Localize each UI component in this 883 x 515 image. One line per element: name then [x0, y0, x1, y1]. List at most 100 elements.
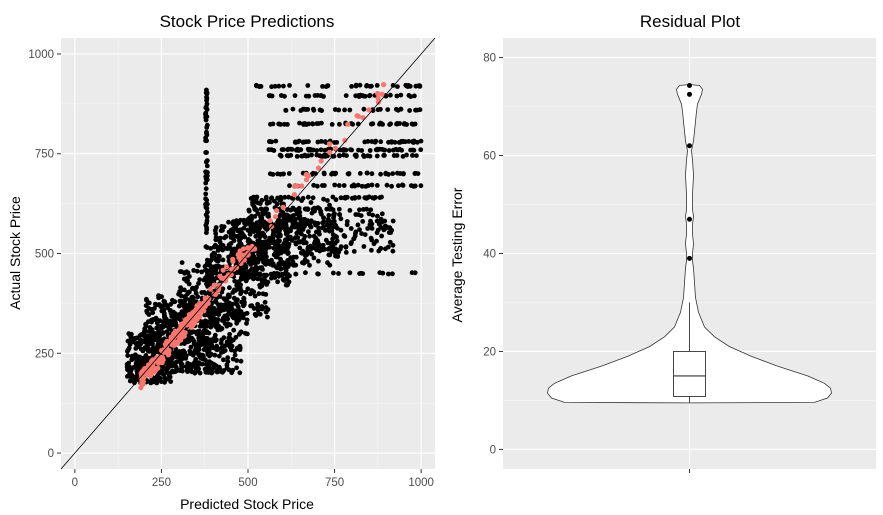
- scatter-point: [286, 213, 292, 219]
- scatter-point: [361, 244, 367, 249]
- scatter-point: [326, 224, 331, 229]
- scatter-point: [379, 233, 384, 239]
- scatter-point: [242, 311, 247, 317]
- scatter-point: [238, 358, 244, 364]
- scatter-point: [144, 296, 149, 302]
- scatter-point: [185, 369, 190, 374]
- scatter-point: [389, 183, 394, 189]
- scatter-point: [134, 335, 140, 341]
- scatter-point: [387, 239, 393, 245]
- scatter-highlight-point: [207, 286, 214, 292]
- y-tick-label: 500: [35, 249, 54, 261]
- scatter-point: [315, 139, 321, 145]
- scatter-point: [381, 147, 387, 153]
- scatter-point: [374, 153, 380, 159]
- scatter-point: [260, 280, 265, 285]
- scatter-point: [177, 298, 183, 304]
- scatter-point: [236, 331, 242, 337]
- scatter-chart: 0 250 500 750 1000 0 250 500 750 1000 Stock Pric…: [7, 12, 436, 512]
- scatter-point: [378, 216, 384, 222]
- x-tick-label: 750: [325, 477, 344, 489]
- scatter-point: [215, 346, 221, 352]
- scatter-point: [260, 230, 265, 236]
- scatter-point: [225, 306, 231, 312]
- scatter-point: [285, 272, 291, 277]
- scatter-point: [235, 297, 240, 303]
- scatter-point: [188, 351, 193, 356]
- scatter-point: [328, 240, 334, 246]
- scatter-point: [320, 220, 325, 226]
- scatter-point: [289, 147, 295, 152]
- scatter-point: [294, 147, 299, 153]
- scatter-point: [217, 254, 222, 259]
- scatter-highlight-point: [306, 173, 312, 179]
- scatter-point: [297, 120, 302, 126]
- x-tick-label: 1000: [408, 477, 434, 489]
- scatter-point: [257, 234, 263, 239]
- scatter-point: [174, 353, 180, 359]
- scatter-point: [219, 345, 225, 350]
- scatter-point: [349, 183, 355, 189]
- scatter-point: [321, 215, 326, 221]
- scatter-point: [320, 183, 325, 188]
- scatter-point: [266, 211, 271, 217]
- scatter-point: [323, 237, 329, 243]
- scatter-point: [172, 360, 178, 366]
- scatter-point: [229, 343, 235, 349]
- scatter-point: [353, 154, 359, 159]
- outlier-point: [687, 91, 692, 97]
- scatter-point: [237, 283, 243, 289]
- scatter-point: [262, 299, 268, 305]
- scatter-point: [321, 152, 327, 158]
- scatter-highlight-point: [161, 347, 167, 353]
- scatter-point: [268, 121, 273, 127]
- scatter-point: [247, 215, 252, 221]
- scatter-point: [344, 153, 349, 159]
- scatter-highlight-point: [167, 339, 173, 345]
- scatter-point: [182, 350, 188, 355]
- scatter-point: [316, 271, 321, 277]
- scatter-point: [212, 352, 218, 358]
- scatter-point: [223, 246, 229, 251]
- scatter-point: [252, 214, 258, 219]
- scatter-highlight-point: [180, 331, 186, 337]
- scatter-point: [395, 170, 400, 176]
- scatter-point: [364, 170, 370, 176]
- scatter-point: [308, 224, 314, 230]
- scatter-point: [311, 182, 317, 188]
- scatter-point: [349, 147, 354, 153]
- scatter-point: [234, 286, 240, 292]
- scatter-point: [336, 153, 342, 158]
- scatter-point: [229, 247, 235, 253]
- scatter-point: [225, 316, 231, 322]
- scatter-point: [386, 148, 392, 153]
- scatter-point: [219, 337, 225, 343]
- scatter-point: [255, 304, 261, 309]
- scatter-point: [357, 207, 362, 213]
- scatter-point: [375, 107, 381, 113]
- scatter-point: [414, 153, 419, 159]
- scatter-point: [167, 326, 173, 332]
- scatter-point: [410, 139, 415, 145]
- scatter-point: [367, 153, 373, 159]
- scatter-point: [205, 369, 211, 375]
- scatter-point: [290, 213, 296, 218]
- scatter-point: [232, 352, 238, 358]
- scatter-point: [197, 277, 203, 282]
- scatter-point: [262, 274, 268, 280]
- scatter-point: [201, 330, 207, 335]
- scatter-point: [221, 357, 226, 363]
- scatter-point: [250, 271, 256, 277]
- scatter-point: [365, 226, 371, 231]
- scatter-point: [360, 271, 366, 276]
- scatter-point: [147, 341, 153, 346]
- scatter-point: [242, 234, 248, 240]
- scatter-point: [338, 216, 344, 222]
- scatter-highlight-point: [159, 359, 165, 365]
- scatter-highlight-point: [240, 246, 247, 252]
- scatter-point: [251, 223, 257, 228]
- scatter-point: [239, 299, 245, 305]
- scatter-highlight-point: [318, 158, 324, 164]
- scatter-point: [229, 306, 235, 312]
- scatter-point: [220, 227, 225, 233]
